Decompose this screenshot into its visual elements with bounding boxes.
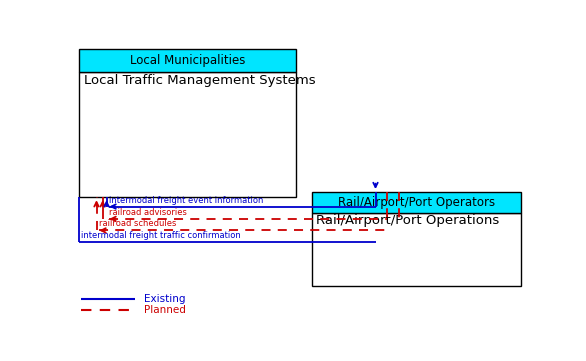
Text: Planned: Planned [144,305,186,315]
Text: Existing: Existing [144,294,186,304]
Text: railroad schedules: railroad schedules [99,219,176,229]
Text: intermodal freight event information: intermodal freight event information [109,196,263,205]
Text: intermodal freight traffic confirmation: intermodal freight traffic confirmation [81,231,241,240]
Text: railroad advisories: railroad advisories [109,208,187,217]
Bar [80,49,297,73]
Text: Rail/Airport/Port Operations: Rail/Airport/Port Operations [316,214,500,227]
Bar [312,213,521,286]
Text: Local Traffic Management Systems: Local Traffic Management Systems [84,74,316,87]
Text: Rail/Airport/Port Operators: Rail/Airport/Port Operators [338,196,495,209]
Bar [80,73,297,197]
Text: Local Municipalities: Local Municipalities [130,55,246,68]
Bar [312,192,521,213]
